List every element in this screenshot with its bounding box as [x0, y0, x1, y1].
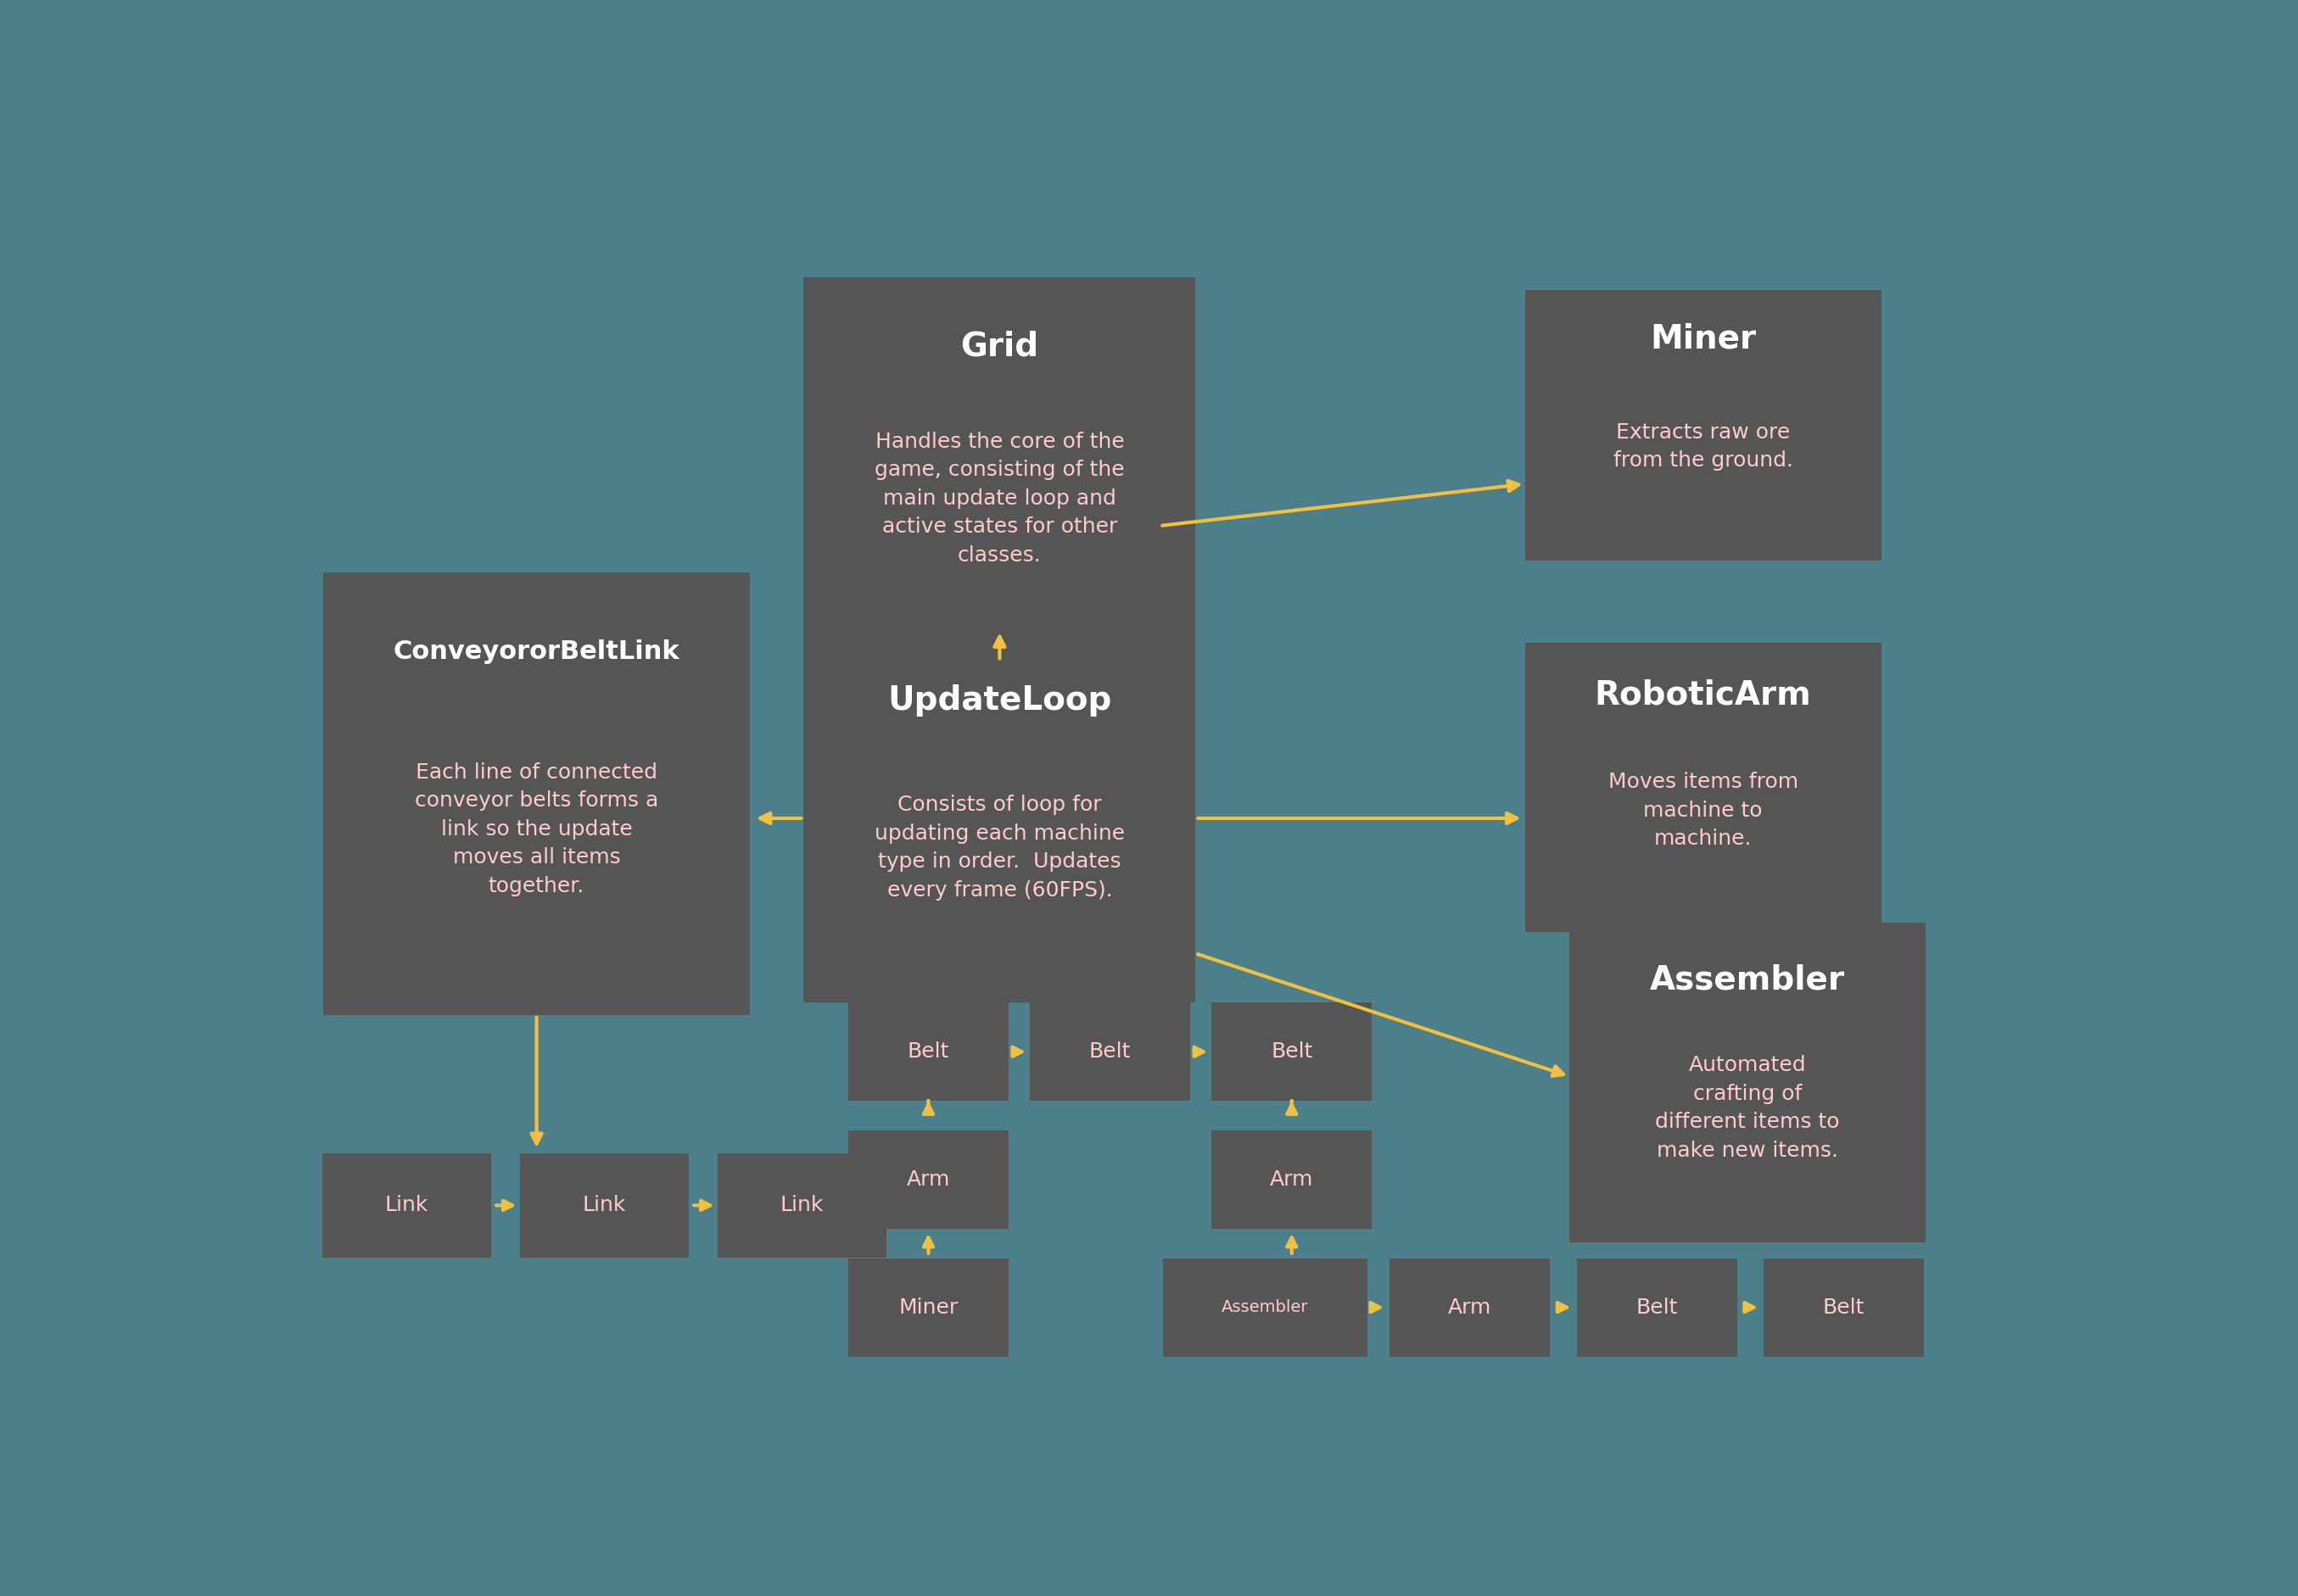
FancyBboxPatch shape [848, 1130, 1009, 1229]
FancyBboxPatch shape [322, 573, 749, 1015]
Text: Handles the core of the
game, consisting of the
main update loop and
active stat: Handles the core of the game, consisting… [876, 431, 1124, 565]
Text: Each line of connected
conveyor belts forms a
link so the update
moves all items: Each line of connected conveyor belts fo… [414, 761, 660, 895]
FancyBboxPatch shape [322, 1154, 492, 1258]
Text: Automated
crafting of
different items to
make new items.: Automated crafting of different items to… [1655, 1055, 1841, 1160]
Text: Belt: Belt [1636, 1298, 1678, 1318]
Text: Link: Link [384, 1195, 427, 1216]
FancyBboxPatch shape [519, 1154, 689, 1258]
Text: Arm: Arm [1448, 1298, 1491, 1318]
FancyBboxPatch shape [848, 1258, 1009, 1357]
FancyBboxPatch shape [848, 1002, 1009, 1101]
FancyBboxPatch shape [1211, 1002, 1372, 1101]
Text: RoboticArm: RoboticArm [1595, 678, 1811, 712]
Text: Assembler: Assembler [1223, 1299, 1308, 1315]
FancyBboxPatch shape [1030, 1002, 1190, 1101]
Text: Belt: Belt [1822, 1298, 1864, 1318]
FancyBboxPatch shape [717, 1154, 887, 1258]
Text: Belt: Belt [908, 1042, 949, 1061]
Text: Belt: Belt [1271, 1042, 1312, 1061]
Text: Arm: Arm [1271, 1170, 1314, 1189]
FancyBboxPatch shape [1163, 1258, 1367, 1357]
FancyBboxPatch shape [804, 634, 1195, 1002]
Text: UpdateLoop: UpdateLoop [887, 685, 1112, 717]
Text: ConveyororBeltLink: ConveyororBeltLink [393, 640, 680, 664]
Text: Arm: Arm [908, 1170, 949, 1189]
FancyBboxPatch shape [1570, 922, 1926, 1242]
Text: Consists of loop for
updating each machine
type in order.  Updates
every frame (: Consists of loop for updating each machi… [876, 795, 1124, 900]
Text: Grid: Grid [961, 330, 1039, 362]
Text: Link: Link [779, 1195, 823, 1216]
FancyBboxPatch shape [1763, 1258, 1923, 1357]
Text: Belt: Belt [1089, 1042, 1131, 1061]
Text: Miner: Miner [899, 1298, 958, 1318]
FancyBboxPatch shape [804, 278, 1195, 659]
Text: Miner: Miner [1650, 322, 1756, 354]
FancyBboxPatch shape [1211, 1130, 1372, 1229]
Text: Extracts raw ore
from the ground.: Extracts raw ore from the ground. [1613, 423, 1792, 471]
FancyBboxPatch shape [1526, 290, 1882, 560]
Text: Moves items from
machine to
machine.: Moves items from machine to machine. [1609, 772, 1797, 849]
FancyBboxPatch shape [1526, 643, 1882, 932]
Text: Assembler: Assembler [1650, 964, 1845, 996]
Text: Link: Link [581, 1195, 625, 1216]
FancyBboxPatch shape [1576, 1258, 1737, 1357]
FancyBboxPatch shape [1390, 1258, 1549, 1357]
